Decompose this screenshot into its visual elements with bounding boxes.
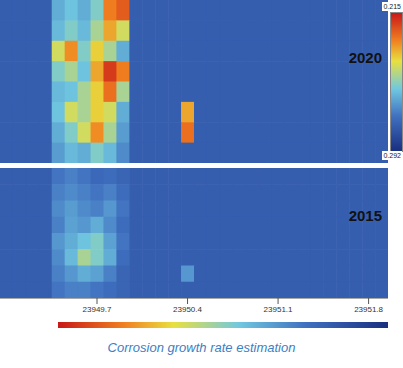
html-text:2015: 2015 bbox=[348, 207, 382, 224]
html-text:0.215: 0.215 bbox=[383, 3, 401, 10]
svg-text:23951.1: 23951.1 bbox=[264, 305, 293, 314]
svg-text:23951.8: 23951.8 bbox=[354, 305, 383, 314]
html-text:2020: 2020 bbox=[348, 48, 382, 66]
svg-text:23950.4: 23950.4 bbox=[173, 305, 202, 314]
svg-text:23949.7: 23949.7 bbox=[83, 305, 112, 314]
html-text:Corrosion growth rate estimati: Corrosion growth rate estimation bbox=[107, 340, 296, 355]
html-text:0.292: 0.292 bbox=[383, 152, 401, 159]
